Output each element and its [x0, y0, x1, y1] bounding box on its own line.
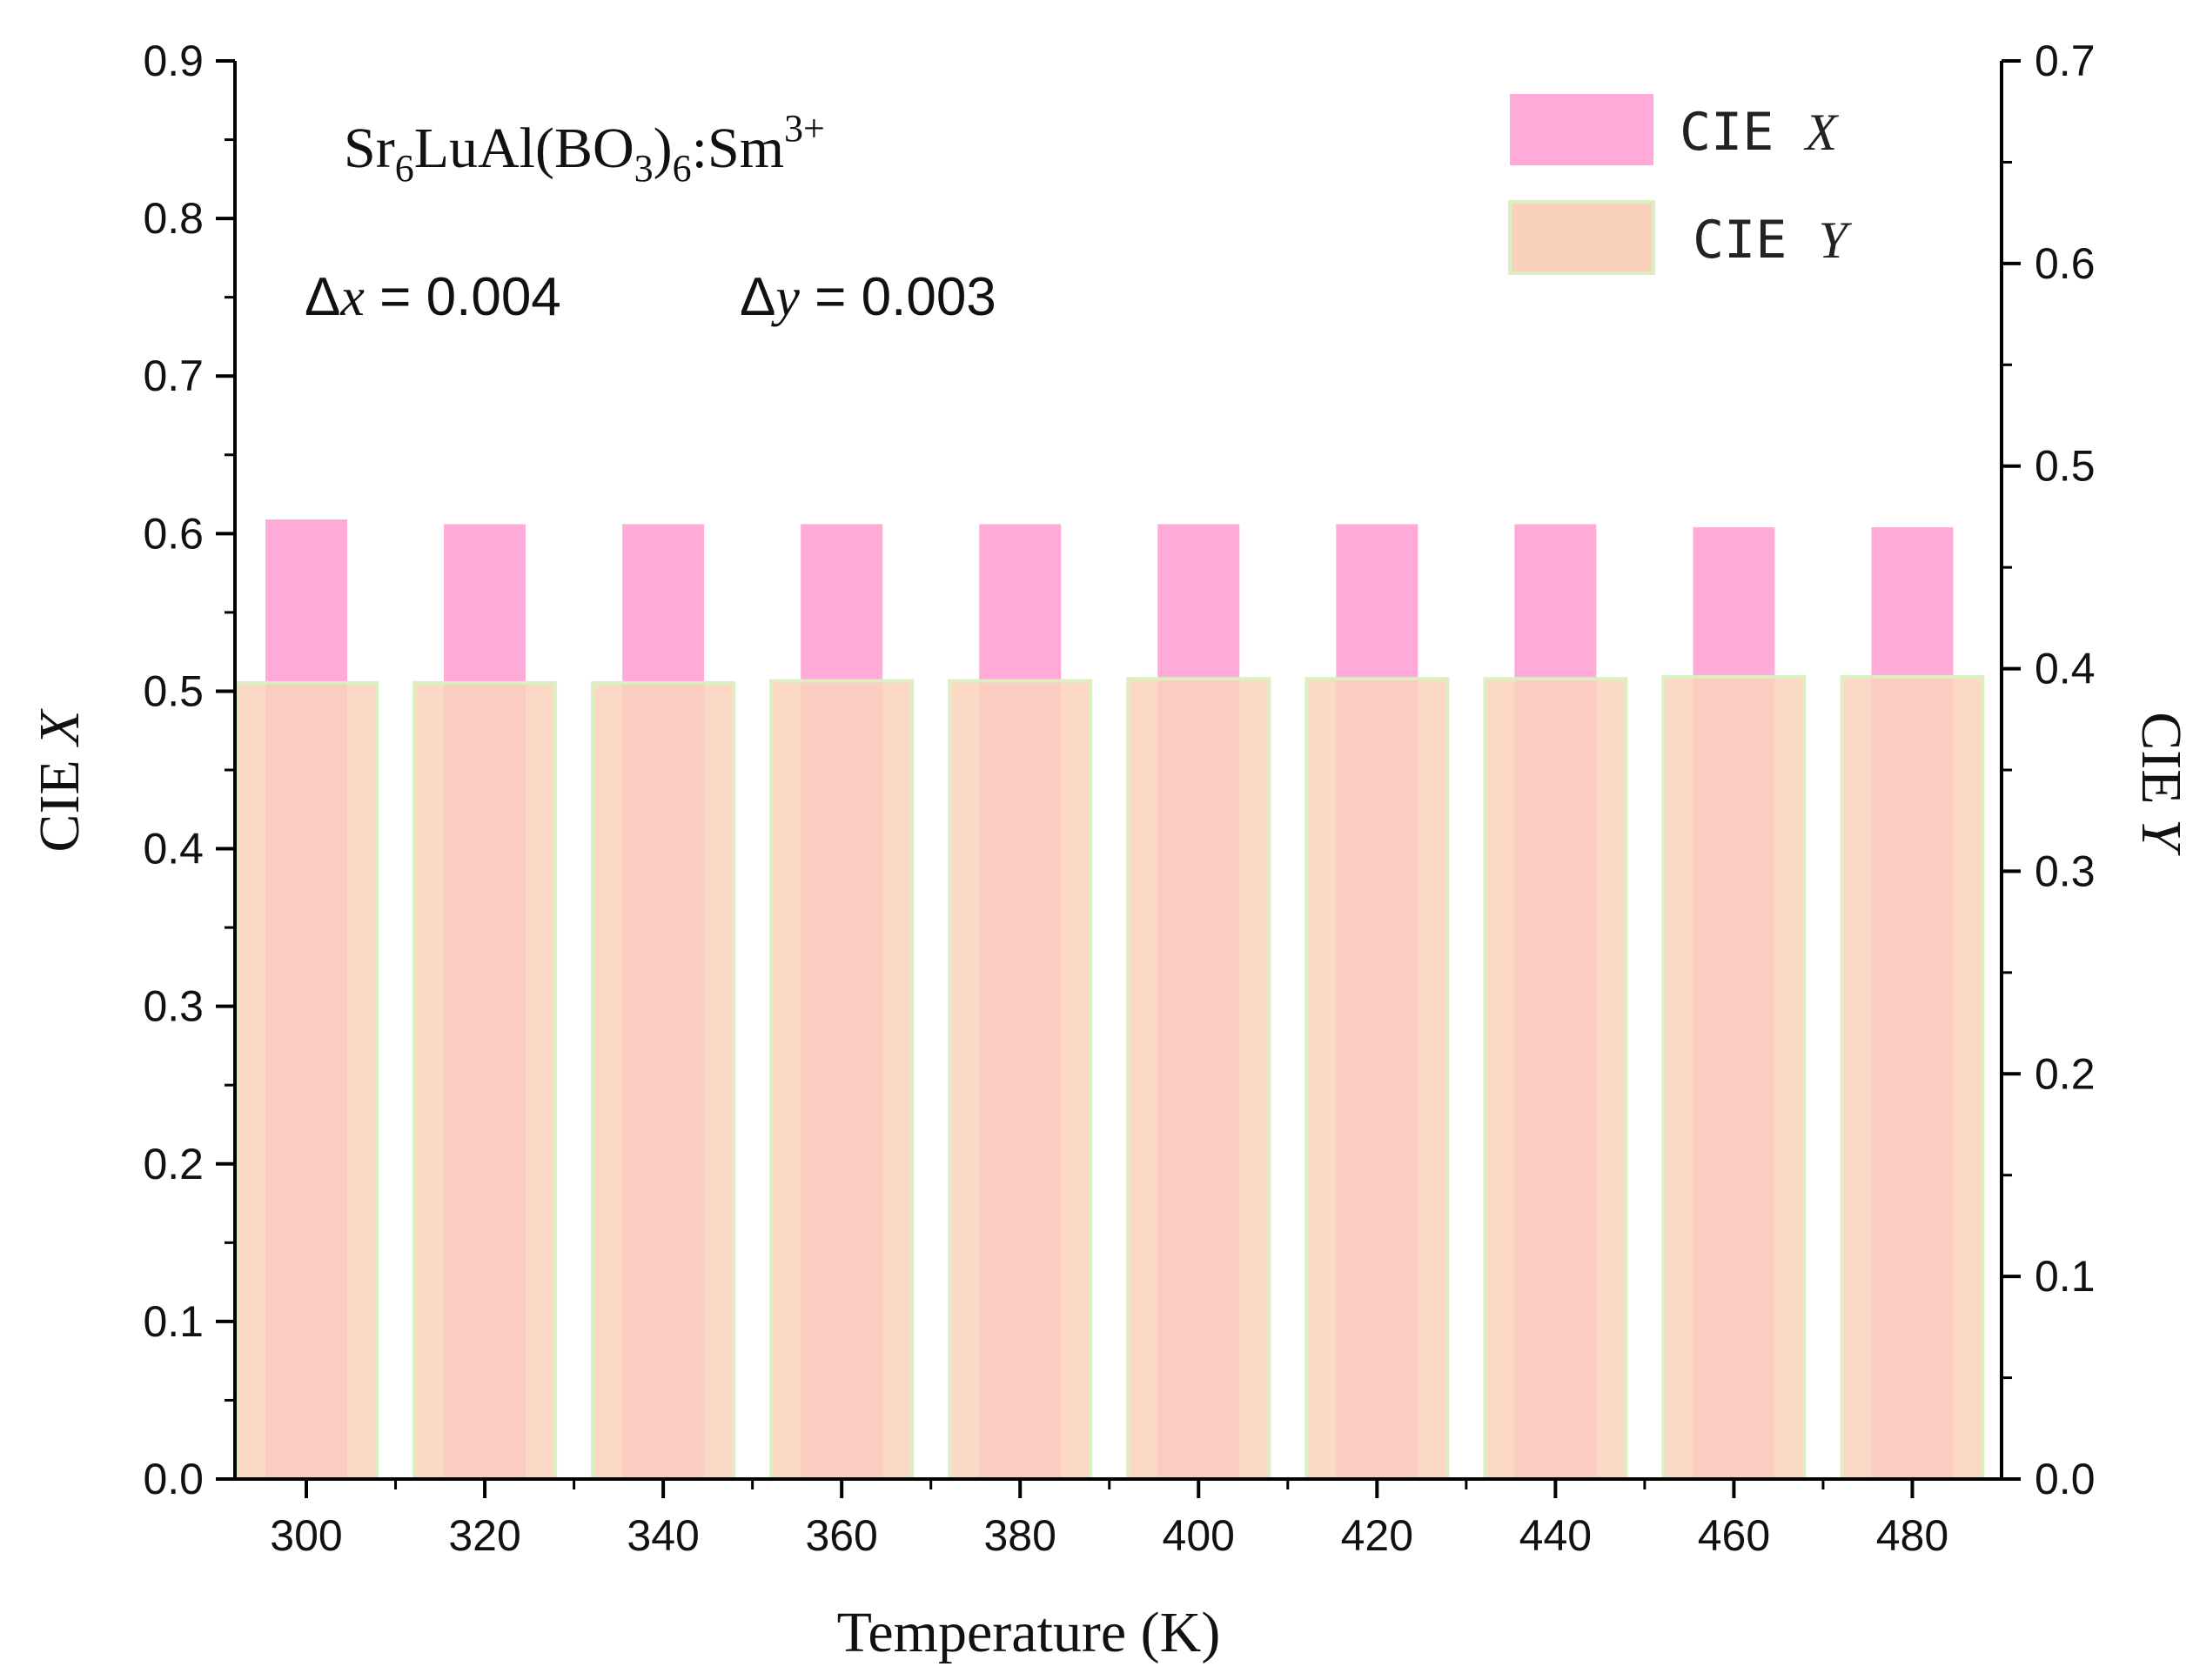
legend-swatch-cie-x	[1510, 94, 1653, 165]
y-tick-label-left: 0.3	[143, 982, 204, 1031]
x-tick-label: 480	[1876, 1511, 1948, 1560]
x-axis-title: Temperature (K)	[837, 1601, 1221, 1664]
bar-cie-y-360	[769, 679, 915, 1481]
x-tick-label: 440	[1519, 1511, 1592, 1560]
bar-cie-y-380	[948, 679, 1093, 1481]
y-tick-label-left: 0.4	[143, 825, 204, 873]
y-tick-label-right: 0.3	[2035, 847, 2096, 895]
y-tick-label-left: 0.2	[143, 1140, 204, 1188]
legend: CIE X CIE Y	[1508, 94, 1853, 275]
y-tick-label-right: 0.1	[2035, 1252, 2096, 1301]
x-tick-label: 360	[805, 1511, 877, 1560]
bar-cie-y-320	[412, 680, 558, 1481]
bar-cie-y-440	[1483, 677, 1628, 1481]
bar-cie-y-420	[1304, 677, 1450, 1481]
ticks: 0.0 0.1 0.2 0.3 0.4 0.5 0.6 0.7 0.8 0.9 0.0 0.1 0.2 0…	[143, 37, 2095, 1560]
y-tick-label-right: 0.5	[2035, 442, 2096, 491]
y-tick-label-left: 0.5	[143, 666, 204, 715]
x-tick-label: 300	[270, 1511, 342, 1560]
y-axis-title-left: CIE X	[28, 708, 91, 853]
legend-label-cie-x: CIE X	[1680, 102, 1840, 163]
bar-cie-y-300	[234, 680, 379, 1481]
delta-y-annotation: Δy = 0.003	[740, 267, 996, 327]
y-tick-label-right: 0.6	[2035, 239, 2096, 288]
x-tick-label: 420	[1341, 1511, 1413, 1560]
x-tick-label: 320	[448, 1511, 520, 1560]
y-tick-label-left: 0.0	[143, 1455, 204, 1503]
y-tick-label-left: 0.6	[143, 509, 204, 558]
bar-cie-y-480	[1840, 674, 1985, 1481]
x-tick-label: 380	[984, 1511, 1056, 1560]
legend-swatch-cie-y	[1508, 200, 1655, 275]
x-tick-label: 340	[627, 1511, 699, 1560]
bar-cie-y-460	[1661, 674, 1807, 1481]
y-tick-label-left: 0.7	[143, 351, 204, 400]
y-tick-label-right: 0.0	[2035, 1455, 2096, 1503]
y-tick-label-right: 0.2	[2035, 1049, 2096, 1098]
bar-cie-y-400	[1126, 677, 1271, 1481]
y-tick-label-right: 0.4	[2035, 645, 2096, 693]
delta-x-annotation: Δx = 0.004	[305, 267, 561, 327]
compound-label: Sr6LuAl(BO3)6:Sm3+	[344, 107, 825, 190]
y-tick-label-left: 0.1	[143, 1297, 204, 1346]
y-axis-title-right: CIE Y	[2129, 712, 2193, 856]
y-tick-label-left: 0.9	[143, 37, 204, 85]
cie-y-bars	[234, 674, 1985, 1481]
y-tick-label-right: 0.7	[2035, 37, 2096, 85]
legend-label-cie-y: CIE Y	[1693, 210, 1853, 271]
y-tick-label-left: 0.8	[143, 194, 204, 243]
x-tick-label: 460	[1698, 1511, 1770, 1560]
bar-cie-y-340	[591, 680, 736, 1481]
x-tick-label: 400	[1163, 1511, 1235, 1560]
